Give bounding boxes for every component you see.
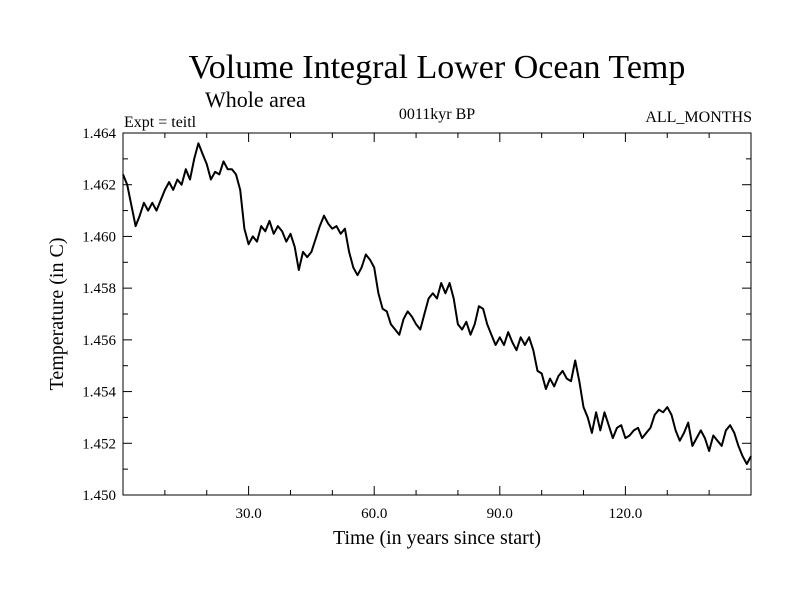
x-axis-label: Time (in years since start): [333, 527, 541, 549]
y-tick-label: 1.454: [82, 385, 116, 401]
chart-subtitle: Whole area: [205, 87, 306, 112]
y-tick-label: 1.464: [82, 126, 116, 142]
plot-frame: [122, 132, 752, 496]
y-tick-label: 1.460: [82, 229, 116, 245]
y-axis-ticks: 1.450 1.452 1.454 1.456 1.458 1.460 1.462 1.464: [82, 126, 751, 504]
y-tick-label: 1.452: [82, 436, 116, 452]
y-tick-label: 1.462: [82, 178, 116, 194]
period-label: 0011kyr BP: [399, 106, 475, 123]
series-group: [122, 142, 752, 465]
y-axis-label: Temperature (in C): [46, 238, 68, 391]
y-tick-label: 1.450: [82, 488, 116, 504]
chart-title: Volume Integral Lower Ocean Temp: [189, 49, 686, 86]
y-tick-label: 1.456: [82, 333, 116, 349]
x-tick-label: 30.0: [235, 506, 261, 522]
x-axis-ticks: 30.0 60.0 90.0 120.0: [164, 133, 710, 522]
x-tick-label: 60.0: [361, 506, 387, 522]
series-line: [122, 142, 752, 465]
x-tick-label: 120.0: [609, 506, 643, 522]
y-tick-label: 1.458: [82, 281, 116, 297]
x-tick-label: 90.0: [487, 506, 513, 522]
experiment-label: Expt = teitl: [124, 114, 197, 131]
months-label: ALL_MONTHS: [645, 109, 752, 126]
